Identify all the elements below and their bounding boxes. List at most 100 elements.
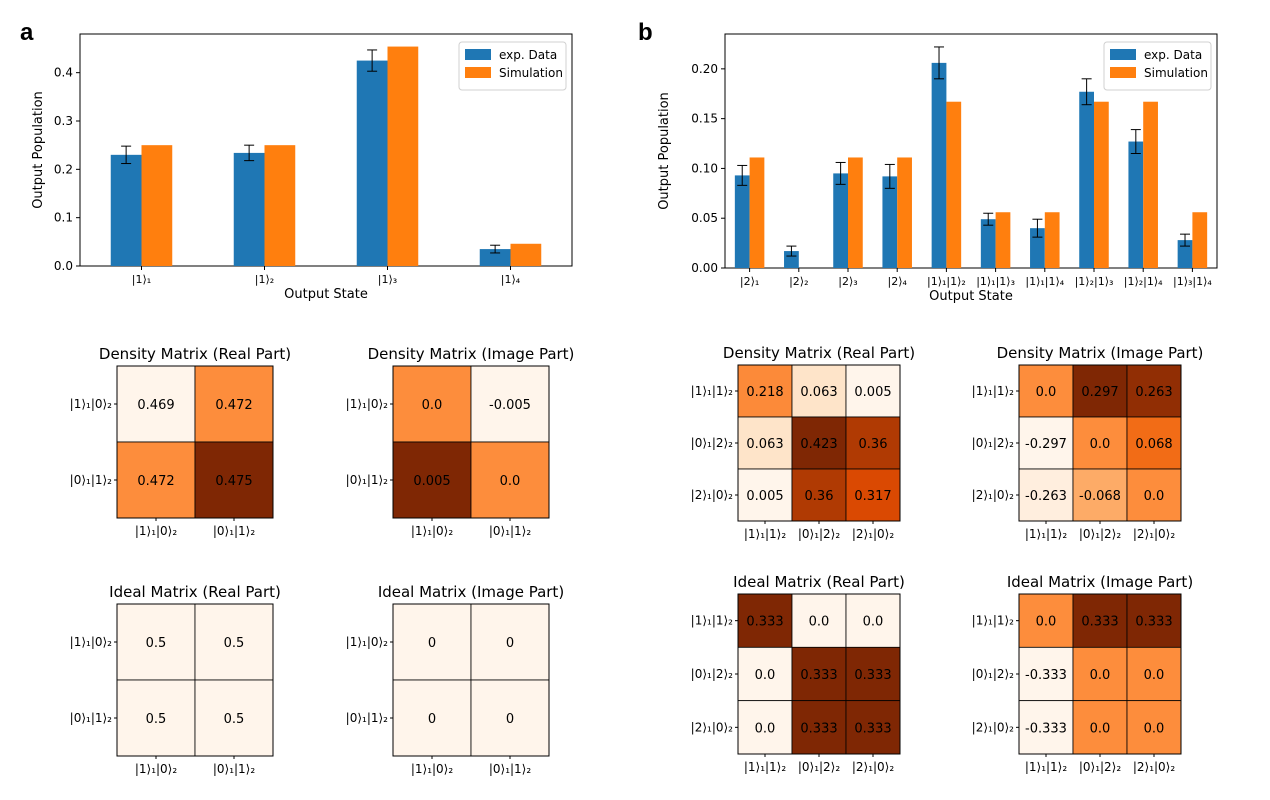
cell-value-label: 0.36	[859, 437, 888, 452]
legend-label: exp. Data	[1144, 48, 1202, 62]
heatmap-title: Density Matrix (Real Part)	[99, 345, 291, 363]
x-axis-label: Output State	[929, 289, 1013, 304]
cell-value-label: 0.0	[500, 474, 521, 489]
bar-sim	[897, 157, 912, 268]
x-tick-label: |1⟩₁|1⟩₄	[1025, 275, 1064, 288]
cell-value-label: -0.005	[489, 398, 531, 413]
error-bar	[1180, 233, 1191, 247]
cell-value-label: 0.472	[215, 398, 252, 413]
heatmap-cell	[791, 468, 847, 522]
legend-label: Simulation	[499, 66, 563, 80]
bar-sim	[387, 46, 419, 266]
col-tick-label: |1⟩₁|1⟩₂	[744, 760, 787, 774]
heatmap-cell	[791, 700, 847, 755]
y-tick-label: 0.20	[691, 62, 718, 76]
heatmap-cell	[1018, 364, 1074, 418]
y-tick-label: 0.4	[54, 66, 73, 80]
bar-exp	[931, 62, 947, 269]
cell-value-label: 0.333	[854, 721, 891, 736]
bar-exp	[882, 176, 898, 268]
bar-exp	[833, 173, 848, 268]
cell-value-label: 0.0	[1144, 721, 1165, 736]
cell-value-label: 0.0	[1144, 489, 1165, 504]
y-axis-label: Output Population	[31, 91, 46, 209]
hm-a1-group: Density Matrix (Real Part) 0.469 0.472 |1⟩₁…	[70, 345, 291, 538]
heatmap-cell	[392, 603, 472, 681]
cell-value-label: 0.218	[746, 385, 783, 400]
bar-sim	[1044, 212, 1060, 268]
row-tick-label: |0⟩₁|2⟩₂	[691, 436, 734, 450]
bar-exp	[110, 154, 142, 266]
error-bar	[1032, 218, 1043, 238]
heatmap-cell	[392, 365, 472, 443]
cell-value-label: 0.297	[1081, 385, 1118, 400]
cell-value-label: 0	[506, 636, 514, 651]
x-tick-label: |1⟩₄	[501, 273, 521, 286]
x-tick-label: |1⟩₃|1⟩₄	[1173, 275, 1212, 288]
bar-sim	[1094, 101, 1109, 269]
x-tick-label: |1⟩₁	[132, 273, 151, 286]
bar-exp	[356, 60, 388, 267]
col-tick-label: |0⟩₁|1⟩₂	[213, 762, 256, 776]
error-bar	[884, 163, 895, 189]
bar-sim	[1143, 101, 1158, 269]
row-tick-label: |1⟩₁|0⟩₂	[70, 397, 113, 411]
y-tick-label: 0.10	[691, 161, 718, 175]
bar-sim	[995, 212, 1011, 268]
heatmap-cell	[791, 416, 847, 470]
col-tick-label: |0⟩₁|2⟩₂	[798, 760, 841, 774]
col-tick-label: |1⟩₁|0⟩₂	[135, 762, 178, 776]
y-tick-label: 0.15	[691, 112, 718, 126]
heatmap-frame	[392, 365, 550, 519]
hm-a3-group: Ideal Matrix (Real Part) 0.5 0.5 |1⟩₁|0⟩₂ 0.…	[70, 583, 281, 776]
error-bar	[934, 46, 945, 80]
hm-a4-group: Ideal Matrix (Image Part) 0 0 |1⟩₁|0⟩₂ 0 0 |0⟩…	[346, 583, 565, 776]
axes-frame	[79, 33, 573, 267]
cell-value-label: 0	[506, 712, 514, 727]
legend-swatch	[465, 49, 491, 60]
panel-label-a: a	[20, 19, 34, 46]
cell-value-label: 0.333	[1081, 615, 1118, 630]
col-tick-label: |1⟩₁|0⟩₂	[411, 524, 454, 538]
heatmap-cell	[116, 603, 196, 681]
y-tick-label: 0.1	[54, 211, 73, 225]
error-bar	[737, 164, 748, 186]
legend: exp. Data Simulation	[458, 41, 567, 91]
heatmap-cell	[1126, 593, 1182, 648]
legend-swatch	[1110, 49, 1136, 60]
legend-swatch	[465, 67, 491, 78]
heatmap-cell	[1072, 646, 1128, 702]
col-tick-label: |0⟩₁|1⟩₂	[489, 762, 532, 776]
cell-value-label: -0.333	[1025, 668, 1067, 683]
cell-value-label: 0.333	[854, 668, 891, 683]
x-tick-label: |1⟩₂|1⟩₃	[1075, 275, 1114, 288]
row-tick-label: |0⟩₁|2⟩₂	[972, 667, 1015, 681]
heatmap-cell	[1126, 646, 1182, 702]
error-bar	[244, 144, 255, 162]
bar-exp	[1079, 91, 1094, 268]
heatmap-cell	[791, 646, 847, 702]
heatmap-cell	[194, 603, 274, 681]
error-bar	[786, 245, 797, 257]
y-tick-label: 0.2	[54, 162, 73, 176]
hm-b3-group: Ideal Matrix (Real Part) 0.333 0.0 0.0 |1⟩₁|…	[691, 573, 905, 774]
cell-value-label: 0.475	[215, 474, 252, 489]
error-bar	[835, 161, 846, 185]
error-bar	[490, 244, 501, 254]
error-bar	[1081, 78, 1092, 106]
cell-value-label: 0.005	[746, 489, 783, 504]
row-tick-label: |0⟩₁|1⟩₂	[70, 473, 113, 487]
x-axis-label: Output State	[284, 287, 368, 302]
row-tick-label: |1⟩₁|0⟩₂	[346, 397, 389, 411]
x-tick-label: |2⟩₃	[838, 275, 857, 288]
heatmap-frame	[737, 593, 901, 755]
bar-sim	[510, 243, 542, 266]
cell-value-label: 0.0	[422, 398, 443, 413]
bar-exp	[980, 219, 996, 268]
col-tick-label: |2⟩₁|0⟩₂	[1133, 527, 1176, 541]
x-tick-label: |2⟩₁	[740, 275, 759, 288]
cell-value-label: 0.005	[854, 385, 891, 400]
cell-value-label: 0.063	[746, 437, 783, 452]
x-tick-label: |2⟩₄	[887, 275, 907, 288]
